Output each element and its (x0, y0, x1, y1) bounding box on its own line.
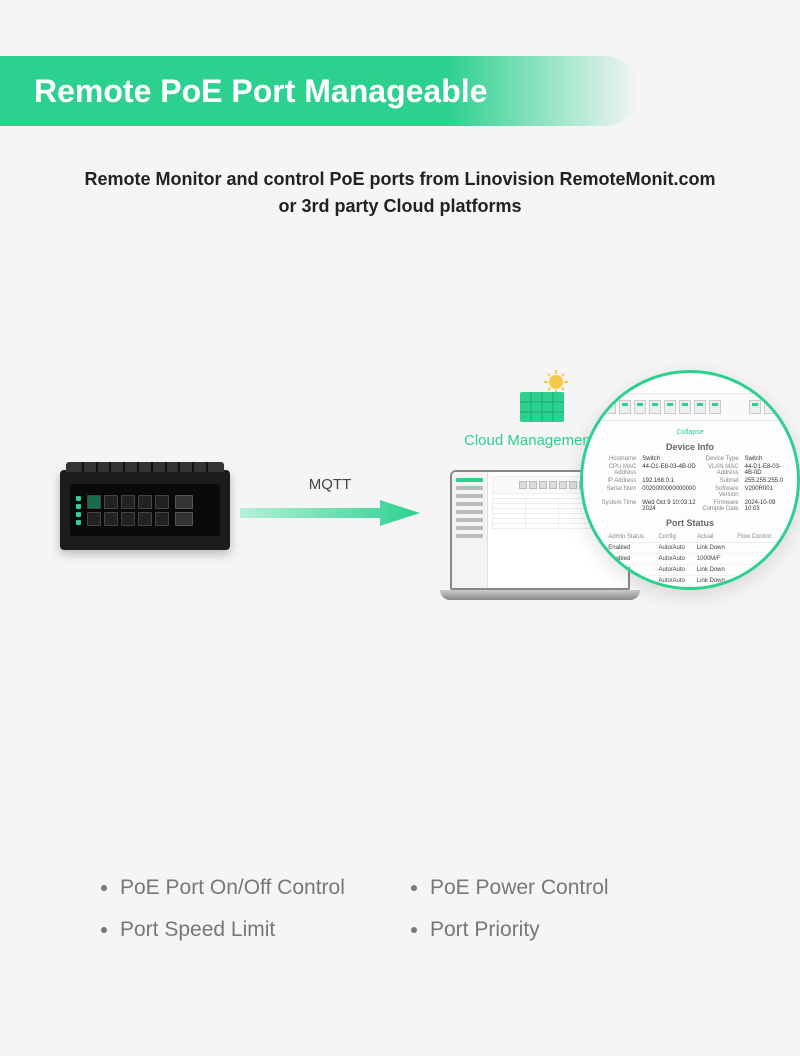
arrow-label: MQTT (240, 476, 420, 493)
table-row: 1EnabledAuto/AutoLink Down (597, 543, 783, 554)
device-leds (76, 496, 81, 525)
poe-switch-device (60, 470, 230, 556)
table-row: 2EnabledAuto/Auto1000M/F (597, 554, 783, 565)
magnifier-detail: Collapse Device Info HostnameSwitch Devi… (580, 370, 800, 590)
diagram: MQTT C (0, 330, 800, 730)
feature-item: PoE Port On/Off Control (120, 876, 390, 900)
subtitle: Remote Monitor and control PoE ports fro… (0, 166, 800, 220)
feature-item: PoE Power Control (430, 876, 700, 900)
subtitle-line2: or 3rd party Cloud platforms (278, 196, 521, 216)
header-banner: Remote PoE Port Manageable (0, 56, 640, 126)
device-ports (87, 495, 169, 526)
mag-port-panel (597, 393, 783, 421)
device-sfp (175, 495, 193, 526)
collapse-link[interactable]: Collapse (597, 429, 783, 436)
solar-cloud-icon (500, 370, 580, 430)
port-status-title: Port Status (597, 518, 783, 528)
laptop-sidebar (452, 472, 488, 588)
subtitle-line1: Remote Monitor and control PoE ports fro… (84, 169, 715, 189)
device-info-grid: HostnameSwitch Device TypeSwitch CPU MAC… (597, 456, 783, 512)
feature-item: Port Speed Limit (120, 918, 390, 942)
feature-list: PoE Port On/Off Control PoE Power Contro… (0, 876, 800, 942)
cloud-management-area: Cloud Management Collapse (440, 370, 770, 690)
mqtt-arrow: MQTT (240, 498, 420, 528)
cloud-label: Cloud Management (464, 432, 595, 449)
page-title: Remote PoE Port Manageable (34, 73, 487, 110)
arrow-icon (240, 498, 420, 528)
device-info-title: Device Info (597, 442, 783, 452)
feature-item: Port Priority (430, 918, 700, 942)
